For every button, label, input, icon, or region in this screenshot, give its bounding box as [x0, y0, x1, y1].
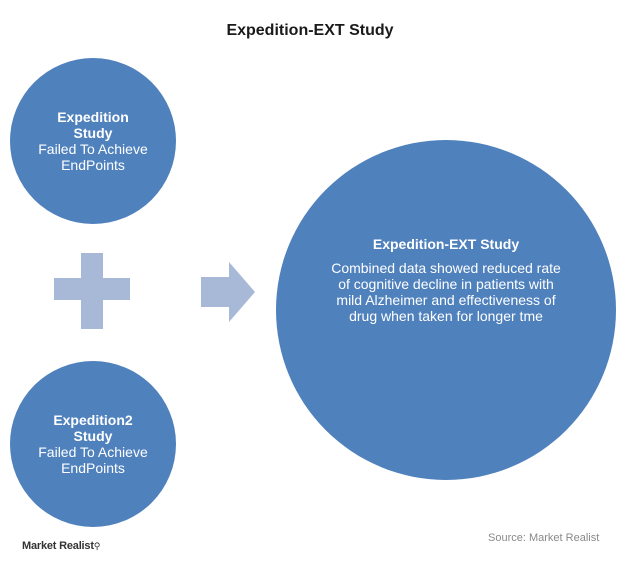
- logo-text: Market Realist: [22, 540, 94, 552]
- expedition-ext-study-circle: Expedition-EXT Study Combined data showe…: [276, 140, 616, 480]
- plus-icon: [54, 253, 130, 329]
- source-note: Source: Market Realist: [488, 532, 600, 544]
- circle-heading: Expedition Study: [57, 109, 129, 141]
- circle-text: Failed To Achieve EndPoints: [38, 141, 148, 173]
- expedition-study-circle: Expedition Study Failed To Achieve EndPo…: [10, 58, 176, 224]
- magnifier-icon: ⚲: [93, 541, 101, 551]
- diagram-title: Expedition-EXT Study: [226, 22, 394, 39]
- circle-text: Failed To Achieve EndPoints: [38, 444, 148, 476]
- circle-text: Combined data showed reduced rate of cog…: [331, 260, 561, 324]
- market-realist-logo: Market Realist⚲: [22, 540, 100, 552]
- expedition2-study-circle: Expedition2 Study Failed To Achieve EndP…: [10, 361, 176, 527]
- circle-heading: Expedition-EXT Study: [372, 236, 520, 252]
- circle-heading: Expedition2 Study: [53, 412, 133, 444]
- arrow-right-icon: [201, 262, 255, 322]
